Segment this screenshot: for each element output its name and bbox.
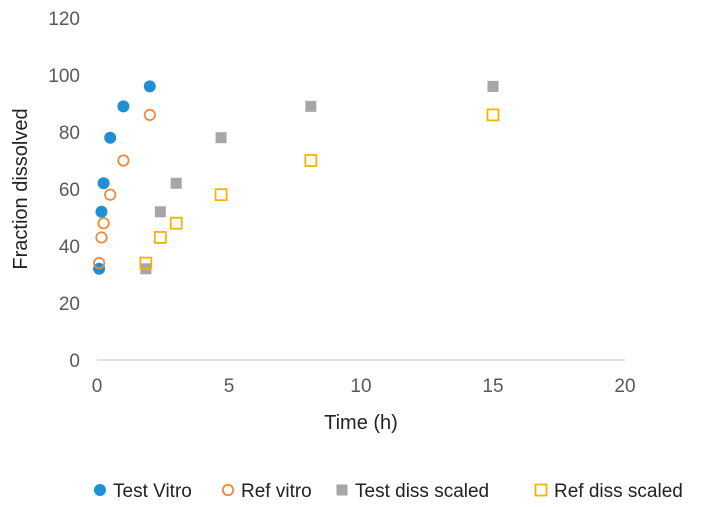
data-point	[487, 80, 499, 92]
data-point	[95, 231, 108, 244]
legend-marker	[221, 483, 235, 497]
y-axis-title: Fraction dissolved	[10, 108, 32, 269]
y-tick-label: 40	[59, 237, 80, 258]
data-point	[117, 154, 130, 167]
y-tick-label: 60	[59, 180, 80, 201]
data-point	[215, 132, 227, 144]
data-point	[117, 100, 130, 113]
legend-item: Ref diss scaled	[534, 481, 683, 502]
data-point	[153, 231, 167, 244]
x-axis-ticks: 0 5 10 15 20	[92, 376, 636, 397]
x-tick-label: 0	[92, 376, 103, 397]
legend-label: Ref diss scaled	[554, 481, 683, 502]
legend-item: Test diss scaled	[336, 481, 489, 502]
legend-marker	[534, 483, 548, 497]
legend-label: Test Vitro	[113, 481, 192, 502]
legend-item: Ref vitro	[221, 481, 312, 502]
y-tick-label: 80	[59, 123, 80, 144]
series-test-vitro	[93, 80, 156, 275]
data-point	[93, 256, 106, 270]
data-point	[143, 108, 156, 122]
data-point	[143, 80, 156, 93]
data-point	[95, 205, 108, 218]
y-tick-label: 20	[59, 294, 80, 315]
data-point	[104, 188, 117, 201]
y-tick-label: 120	[48, 9, 80, 30]
series-ref-diss-scaled	[139, 108, 500, 270]
series-test-diss-scaled	[140, 80, 499, 275]
x-tick-label: 15	[482, 376, 503, 397]
x-tick-label: 5	[224, 376, 235, 397]
y-tick-label: 0	[69, 351, 80, 372]
data-point	[304, 154, 318, 167]
x-tick-label: 10	[350, 376, 371, 397]
data-point	[97, 217, 110, 230]
data-point	[305, 100, 317, 112]
y-axis-ticks: 0 20 40 60 80 100 120	[48, 9, 80, 372]
x-axis-title: Time (h)	[324, 412, 398, 434]
data-point	[97, 177, 110, 190]
data-point	[214, 188, 228, 202]
legend-item: Test Vitro	[94, 481, 192, 502]
data-point	[486, 108, 500, 122]
data-point	[139, 256, 153, 270]
x-tick-label: 20	[614, 376, 635, 397]
legend-label: Test diss scaled	[355, 481, 489, 502]
data-points	[93, 80, 500, 275]
legend-marker	[336, 484, 348, 496]
series-ref-vitro	[93, 108, 156, 270]
data-point	[104, 131, 117, 144]
y-tick-label: 100	[48, 66, 80, 87]
data-point	[154, 206, 166, 218]
data-point	[170, 177, 182, 189]
data-point	[169, 216, 183, 230]
legend-label: Ref vitro	[241, 481, 312, 502]
legend: Test Vitro Ref vitro Test diss scaled Ref d…	[94, 481, 683, 502]
legend-marker	[94, 484, 106, 496]
